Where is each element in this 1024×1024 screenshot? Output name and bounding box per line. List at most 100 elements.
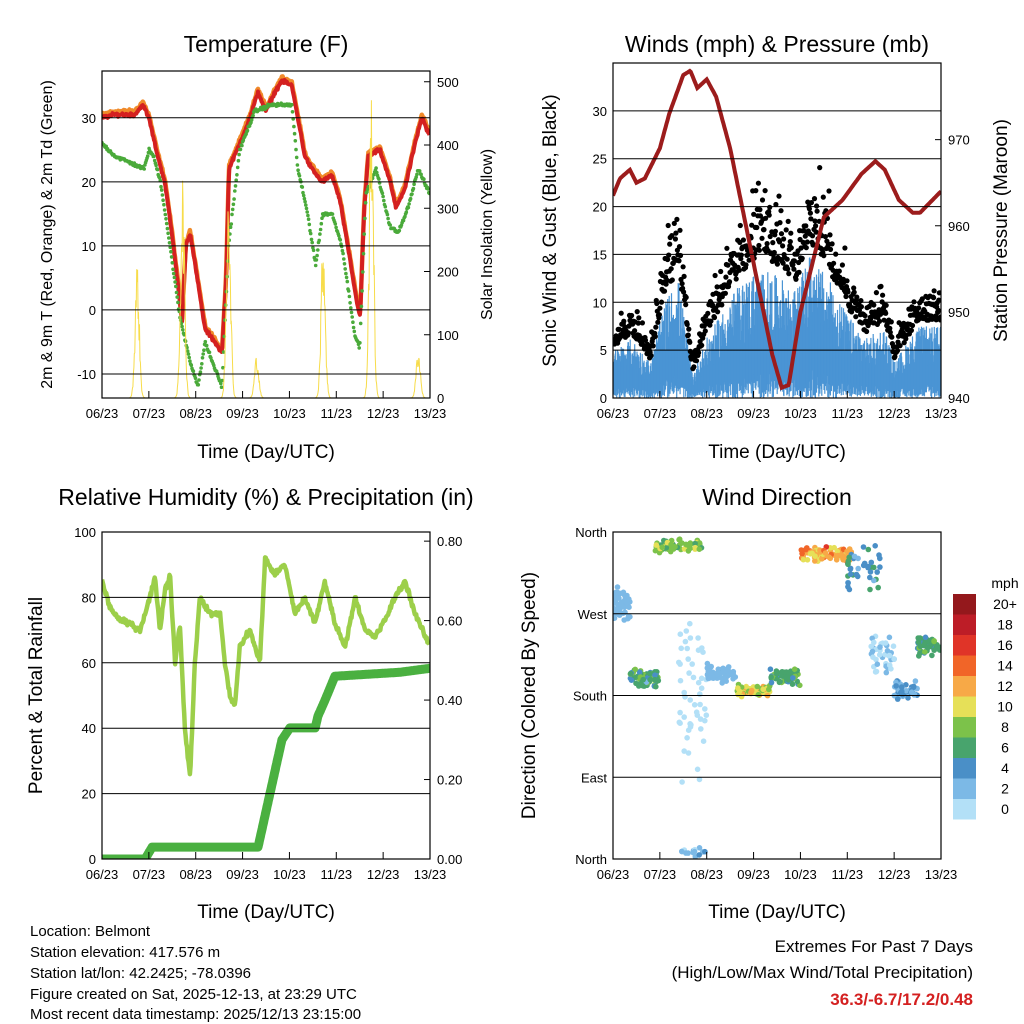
dewpoint-point <box>349 306 353 310</box>
gust-point <box>909 322 916 329</box>
dewpoint-point <box>407 202 411 206</box>
gust-point <box>845 289 851 295</box>
legend-swatch <box>953 799 976 820</box>
dewpoint-point <box>339 244 344 249</box>
y-right-tick-label: 960 <box>948 219 970 234</box>
plot-area <box>102 74 430 398</box>
x-axis-label: Time (Day/UTC) <box>708 902 846 923</box>
wind-direction-point <box>704 660 711 667</box>
wind-direction-point <box>683 541 689 548</box>
plot-frame <box>612 62 942 399</box>
dewpoint-point <box>235 165 240 170</box>
dewpoint-point <box>162 202 166 207</box>
wind-direction-point <box>865 546 872 553</box>
gust-point <box>803 223 809 229</box>
gust-point <box>780 260 786 266</box>
relative-humidity-line <box>102 555 430 777</box>
wind-direction-point <box>789 681 796 687</box>
gust-point <box>827 246 834 252</box>
dewpoint-point <box>316 248 320 252</box>
dewpoint-point <box>233 184 238 188</box>
wind-direction-point <box>622 609 628 616</box>
legend-swatch <box>953 717 976 738</box>
dewpoint-point <box>220 378 224 383</box>
dewpoint-point <box>382 198 386 203</box>
dewpoint-point <box>300 185 305 189</box>
dewpoint-point <box>359 304 364 309</box>
dewpoint-point <box>318 232 322 236</box>
gust-point <box>754 224 760 231</box>
wind-direction-point <box>709 674 716 680</box>
dewpoint-point <box>157 176 162 180</box>
gust-point <box>892 353 898 360</box>
wind-direction-point <box>936 647 941 653</box>
gust-point <box>683 302 689 308</box>
wind-direction-point <box>847 571 854 577</box>
wind-direction-point <box>865 563 871 570</box>
x-tick-label: 09/23 <box>226 406 259 421</box>
gust-point <box>661 288 668 294</box>
wind-direction-point <box>621 604 628 610</box>
dewpoint-point <box>297 174 302 178</box>
gust-point <box>702 328 708 334</box>
info-created: Figure created on Sat, 2025-12-13, at 23… <box>30 986 357 1003</box>
legend-swatch <box>953 696 976 717</box>
dewpoint-point <box>334 225 338 230</box>
legend-swatch <box>953 614 976 635</box>
y-axis-label-left: Direction (Colored By Speed) <box>519 572 540 819</box>
dewpoint-point <box>375 170 379 175</box>
dewpoint-point <box>306 213 310 218</box>
x-tick-label: 10/23 <box>784 406 817 421</box>
gust-point <box>772 228 779 234</box>
dewpoint-point <box>380 191 385 196</box>
y-tick-label: 60 <box>82 656 96 671</box>
dewpoint-point <box>422 177 426 181</box>
gust-point <box>715 309 721 315</box>
dewpoint-point <box>309 237 314 242</box>
gust-point <box>936 290 941 296</box>
dewpoint-point <box>410 192 414 196</box>
wind-direction-point <box>929 652 935 659</box>
wind-direction-point <box>613 608 619 615</box>
wind-direction-point <box>614 584 621 590</box>
dewpoint-point <box>403 214 407 219</box>
dewpoint-point <box>304 206 309 211</box>
dewpoint-point <box>159 188 164 192</box>
gust-point <box>776 193 782 199</box>
dewpoint-point <box>233 189 237 193</box>
wind-direction-point <box>760 686 766 693</box>
wind-direction-point <box>870 654 876 660</box>
x-tick-label: 07/23 <box>644 867 677 882</box>
x-tick-label: 06/23 <box>597 867 630 882</box>
y-right-tick-label: 950 <box>948 305 970 320</box>
y-axis-label-right: Station Pressure (Maroon) <box>991 119 1012 342</box>
y-tick-label: 5 <box>600 343 607 358</box>
gust-point <box>673 230 679 236</box>
wind-direction-point <box>627 670 634 677</box>
gust-point <box>683 294 689 300</box>
wind-direction-point <box>691 702 698 708</box>
dewpoint-point <box>310 240 315 245</box>
wind-direction-point <box>898 684 905 690</box>
wind-direction-point <box>790 675 796 681</box>
gust-point <box>864 328 870 335</box>
gust-point <box>757 207 763 213</box>
dewpoint-point <box>352 329 357 334</box>
legend-label: 18 <box>997 617 1013 633</box>
gust-point <box>684 321 690 327</box>
extremes-box: Extremes For Past 7 Days (High/Low/Max W… <box>672 937 973 1009</box>
dewpoint-point <box>169 249 173 254</box>
wind-direction-point <box>628 677 635 683</box>
wind-direction-point <box>652 676 658 683</box>
gust-point <box>883 302 889 308</box>
gust-point <box>876 318 883 324</box>
wind-direction-point <box>625 615 631 622</box>
gust-point <box>738 252 744 258</box>
gust-point <box>677 227 683 233</box>
dewpoint-point <box>361 251 366 256</box>
total-precipitation-line <box>102 663 430 859</box>
gust-point <box>931 295 937 301</box>
x-tick-label: 09/23 <box>737 406 770 421</box>
wind-direction-point <box>868 559 875 566</box>
